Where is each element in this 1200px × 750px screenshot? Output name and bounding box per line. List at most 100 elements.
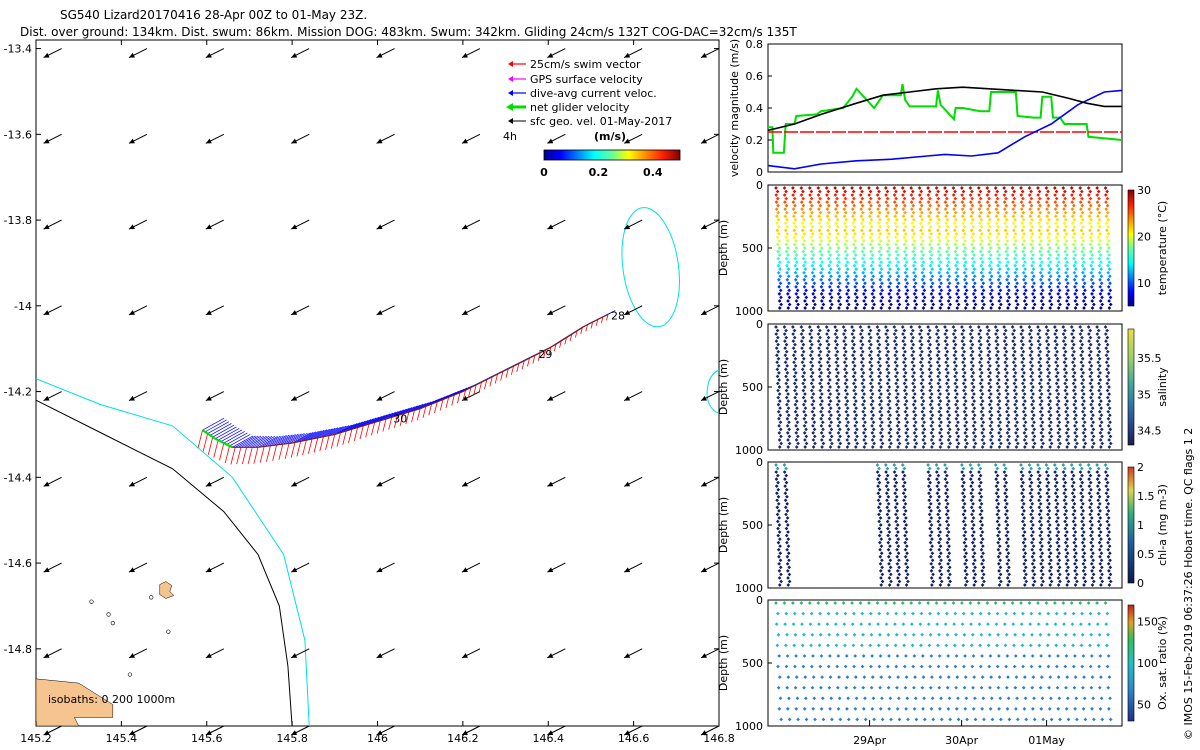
swim-vector bbox=[342, 430, 347, 445]
dac-vector bbox=[209, 423, 232, 436]
x-tick-label: 146.6 bbox=[618, 732, 650, 745]
section-point bbox=[896, 267, 901, 272]
section-point bbox=[796, 302, 800, 307]
section-point bbox=[804, 295, 809, 300]
section-point bbox=[870, 253, 875, 257]
land-islet bbox=[127, 672, 133, 677]
section-point bbox=[825, 193, 829, 197]
section-point bbox=[835, 256, 840, 261]
swim-vector bbox=[336, 432, 341, 447]
geo-velocity-arrow bbox=[43, 648, 62, 659]
section-point bbox=[809, 228, 813, 233]
geo-velocity-arrow bbox=[547, 133, 566, 144]
section-point bbox=[808, 200, 813, 204]
section-point bbox=[820, 281, 825, 286]
geo-arrow-head bbox=[624, 224, 631, 230]
section-point bbox=[785, 284, 790, 289]
geo-velocity-arrow bbox=[461, 48, 481, 59]
section-point bbox=[784, 203, 789, 208]
dac-vector bbox=[229, 434, 251, 447]
map-x-ticks: 145.2 145.4 145.6 145.8 146 146.2 146.4 146.6 14… bbox=[20, 40, 735, 745]
section-point bbox=[829, 281, 834, 286]
section-ox-colorbar-tick: 150 bbox=[1137, 616, 1158, 629]
geo-velocity-arrow bbox=[623, 476, 643, 487]
section-point bbox=[783, 214, 788, 219]
section-point bbox=[862, 267, 867, 272]
section-point bbox=[886, 217, 891, 222]
geo-velocity-arrow bbox=[43, 562, 62, 573]
geo-velocity-arrow bbox=[43, 219, 62, 230]
section-sal-colorbar-label: salinity bbox=[1156, 367, 1169, 407]
section-point bbox=[894, 189, 898, 194]
legend-net-label: net glider velocity bbox=[530, 101, 630, 114]
x-tick-label: 146.2 bbox=[447, 732, 479, 745]
swim-vector bbox=[302, 440, 307, 456]
section-point bbox=[869, 203, 873, 208]
swim-vector bbox=[527, 357, 530, 367]
section-point bbox=[833, 186, 837, 190]
geo-arrow-head bbox=[701, 310, 707, 315]
geo-arrow-head bbox=[461, 730, 468, 735]
dac-vector bbox=[311, 428, 330, 440]
geo-arrow-head bbox=[291, 653, 298, 658]
section-point bbox=[794, 246, 799, 250]
section-point bbox=[885, 235, 890, 240]
geo-velocity-arrow bbox=[43, 391, 62, 402]
section-point bbox=[837, 306, 841, 310]
section-point bbox=[846, 302, 851, 307]
dac-vector bbox=[276, 434, 296, 446]
section-ox-colorbar bbox=[1127, 604, 1135, 722]
section-point bbox=[895, 292, 900, 296]
section-point bbox=[802, 277, 807, 282]
dac-vector bbox=[377, 412, 394, 422]
dac-vector bbox=[246, 435, 267, 448]
geo-velocity-arrow bbox=[376, 391, 395, 402]
section-point bbox=[809, 235, 814, 240]
geo-velocity-arrow bbox=[461, 476, 481, 487]
swim-vector bbox=[434, 401, 438, 414]
dac-vector bbox=[388, 409, 405, 419]
section-point bbox=[811, 253, 816, 257]
geo-velocity-arrow bbox=[623, 133, 643, 144]
section-point bbox=[879, 306, 884, 310]
section-point bbox=[878, 277, 883, 282]
section-point bbox=[869, 256, 874, 261]
dac-vector bbox=[334, 424, 352, 435]
section-point bbox=[851, 235, 856, 240]
section-point bbox=[892, 200, 897, 204]
section-point bbox=[811, 284, 815, 289]
dac-vector bbox=[294, 431, 314, 443]
section-point bbox=[871, 267, 875, 272]
section-point bbox=[827, 284, 832, 289]
geo-velocity-arrow bbox=[376, 648, 395, 659]
geo-arrow-head bbox=[461, 567, 468, 573]
dac-vector bbox=[232, 435, 254, 448]
geo-arrow-head bbox=[461, 224, 468, 230]
geo-velocity-arrow bbox=[376, 305, 395, 316]
dac-vector bbox=[288, 432, 308, 444]
geo-velocity-arrow bbox=[290, 725, 310, 736]
geo-arrow-head bbox=[43, 138, 50, 144]
swim-vector bbox=[236, 447, 242, 465]
section-point bbox=[827, 277, 832, 282]
section-point bbox=[836, 277, 840, 282]
section-point bbox=[795, 267, 799, 272]
geo-arrow-head bbox=[205, 653, 212, 658]
section-point bbox=[793, 270, 798, 275]
geo-arrow-head bbox=[43, 395, 50, 401]
section-point bbox=[888, 288, 893, 293]
swim-vector bbox=[253, 447, 259, 464]
geo-arrow-head bbox=[128, 395, 135, 401]
section-point bbox=[853, 292, 858, 296]
section-point bbox=[777, 306, 782, 310]
geo-velocity-arrow bbox=[376, 725, 395, 736]
dac-vector bbox=[331, 425, 350, 436]
section-point bbox=[860, 235, 864, 240]
dac-vector bbox=[254, 436, 276, 448]
section-point bbox=[804, 288, 808, 293]
section-point bbox=[812, 295, 817, 300]
y-tick-label: -14 bbox=[14, 300, 32, 313]
geo-arrow-head bbox=[205, 224, 212, 230]
section-point bbox=[846, 295, 851, 300]
